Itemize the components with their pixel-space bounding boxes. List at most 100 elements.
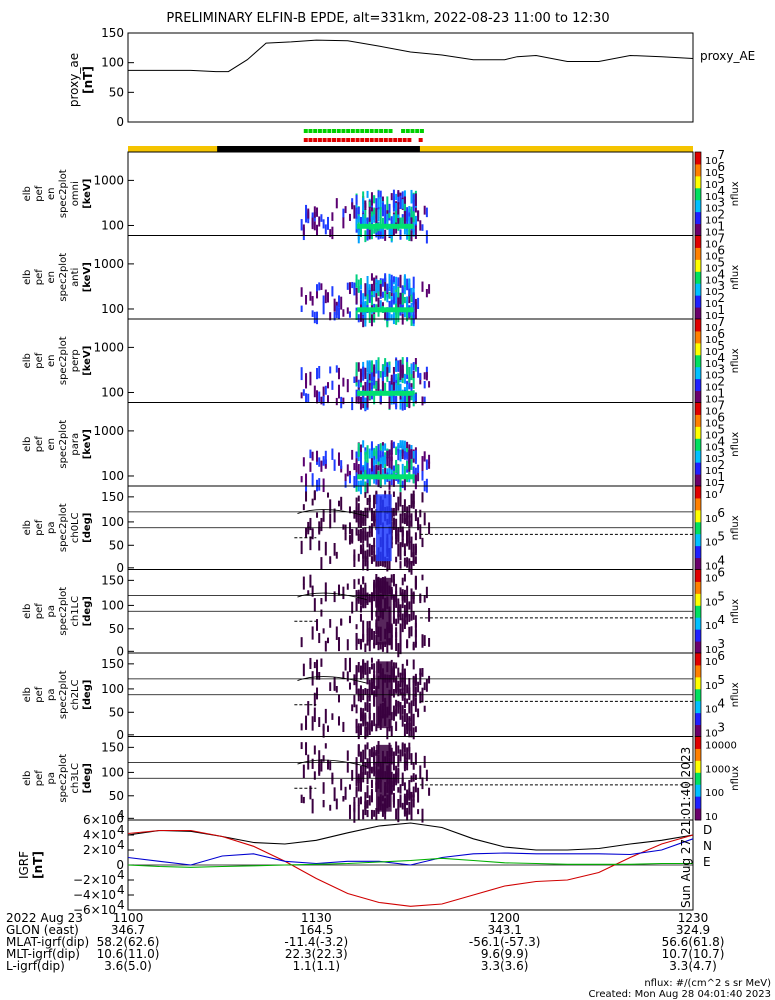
spectrogram-cell: [362, 466, 365, 476]
spectrogram-cell: [384, 277, 387, 291]
spectrogram-cell: [337, 367, 340, 380]
ae-legend: proxy_AE: [700, 49, 755, 63]
spectrogram-cell: [346, 583, 349, 590]
spectrogram-cell: [370, 628, 373, 640]
colorbar-tick-label: 10: [705, 681, 718, 692]
spectrogram-cell: [414, 543, 417, 556]
colorbar-segment: [695, 259, 701, 272]
igrf-n-line: [127, 838, 694, 866]
spectrogram-cell: [406, 309, 409, 322]
spectrogram-cell: [395, 363, 398, 372]
spectrogram-cell: [397, 707, 400, 714]
spectrogram-cell: [412, 559, 415, 566]
spectrogram-cell: [408, 283, 411, 297]
status-dot-red: [364, 138, 369, 142]
spectrogram-cell: [300, 392, 303, 399]
colorbar-tick-label: 10: [705, 442, 718, 453]
loss-cone-curve: [297, 509, 367, 517]
spectrogram-cell: [406, 227, 409, 240]
spectrogram-cell: [421, 537, 424, 548]
spectrogram-cell: [366, 228, 369, 240]
spectrogram-cell: [417, 787, 420, 803]
spectrogram-cell: [357, 215, 360, 223]
spectrogram-cell: [397, 683, 400, 690]
spectrogram-cell: [366, 758, 369, 769]
spectrogram-cell: [351, 704, 354, 712]
colorbar-tick-exp: 5: [717, 422, 725, 436]
spectrogram-cell: [410, 217, 413, 226]
spectrogram-cell: [406, 361, 409, 375]
spectrogram-cell: [346, 671, 349, 682]
spectrogram-cell: [329, 761, 332, 771]
spectrogram-cell: [331, 380, 334, 390]
spectrogram-cell: [362, 559, 365, 571]
ephemeris-value: 343.1: [487, 923, 521, 937]
spectrogram-cell: [357, 534, 360, 540]
spectrogram-cell: [412, 592, 415, 600]
colorbar-label: nflux: [730, 766, 741, 791]
spectrogram-cell: [379, 641, 382, 650]
status-dot-red: [418, 138, 423, 142]
spectrogram-cell: [309, 449, 312, 459]
spectrogram-cell: [364, 481, 367, 494]
colorbar-frame: [694, 736, 702, 821]
ephemeris-label: 2022 Aug 23: [6, 911, 83, 925]
spectrogram-cell: [305, 527, 308, 538]
spectrogram-cell: [305, 373, 308, 384]
spectrogram-cell: [377, 357, 380, 371]
colorbar-tick-label: 10: [705, 299, 718, 310]
spectrogram-cell: [397, 373, 400, 386]
spectrogram-cell: [388, 460, 391, 472]
spectrogram-cell: [351, 769, 354, 781]
spectrogram-cell: [355, 199, 358, 214]
spectrogram-cell: [386, 213, 389, 224]
colorbar-segment: [695, 271, 701, 284]
spectrogram-cell: [406, 394, 409, 408]
spectrogram-cell: [401, 691, 404, 701]
spectrogram-cell: [397, 767, 400, 777]
spectrogram-cell: [357, 529, 360, 535]
spectrogram-cell: [423, 372, 426, 380]
spectrogram-cell: [410, 791, 413, 801]
colorbar-tick-exp: 4: [717, 613, 725, 627]
colorbar-tick-exp: 6: [717, 410, 725, 424]
igrf-ylabel-unit: [nT]: [31, 851, 45, 879]
spectrogram-cell: [313, 692, 316, 707]
spectrogram-cell: [357, 513, 360, 528]
spectrogram-cell: [381, 445, 384, 452]
spectrogram-cell: [421, 396, 424, 406]
spectrogram-cell: [302, 764, 305, 779]
spectrogram-cell: [322, 456, 325, 466]
spectrogram-cell: [359, 529, 362, 543]
spec-ytick-label: 100: [101, 515, 124, 529]
spectrogram-cell: [386, 468, 389, 477]
colorbar-segment: [695, 390, 701, 403]
spectrogram-cell: [348, 657, 351, 673]
colorbar-segment: [695, 641, 701, 654]
status-dot-green: [327, 129, 332, 133]
spectrogram-cell: [320, 609, 323, 617]
spectrogram-cell: [414, 308, 417, 320]
spectrogram-cell: [428, 787, 431, 796]
spectrogram-cell: [428, 637, 431, 647]
spectrogram-cell: [408, 717, 411, 731]
spectrogram-cell: [355, 362, 358, 377]
spectrogram-cell: [366, 640, 369, 646]
spectrogram-cell: [412, 799, 415, 808]
spectrogram-cell: [318, 540, 321, 551]
spectrogram-cell: [408, 742, 411, 752]
spectrogram-cell: [324, 582, 327, 594]
colorbar-label: nflux: [730, 682, 741, 707]
spectrogram-cell: [408, 206, 411, 213]
colorbar-segment: [695, 700, 701, 714]
spectrogram-cell: [408, 780, 411, 793]
spectrogram-cell: [399, 478, 402, 489]
spec-panel-ch3LC: 150 100 50 0 elb pef pa spec2plot ch3LC [deg] 1000…: [22, 736, 741, 825]
spectrogram-cell: [390, 466, 393, 474]
spectrogram-cell: [329, 229, 332, 238]
spectrogram-cell: [423, 205, 426, 215]
spectrogram-cell: [399, 678, 402, 685]
spectrogram-cell: [359, 685, 362, 692]
spectrogram-cell: [327, 492, 330, 498]
colorbar-segment: [695, 426, 701, 439]
